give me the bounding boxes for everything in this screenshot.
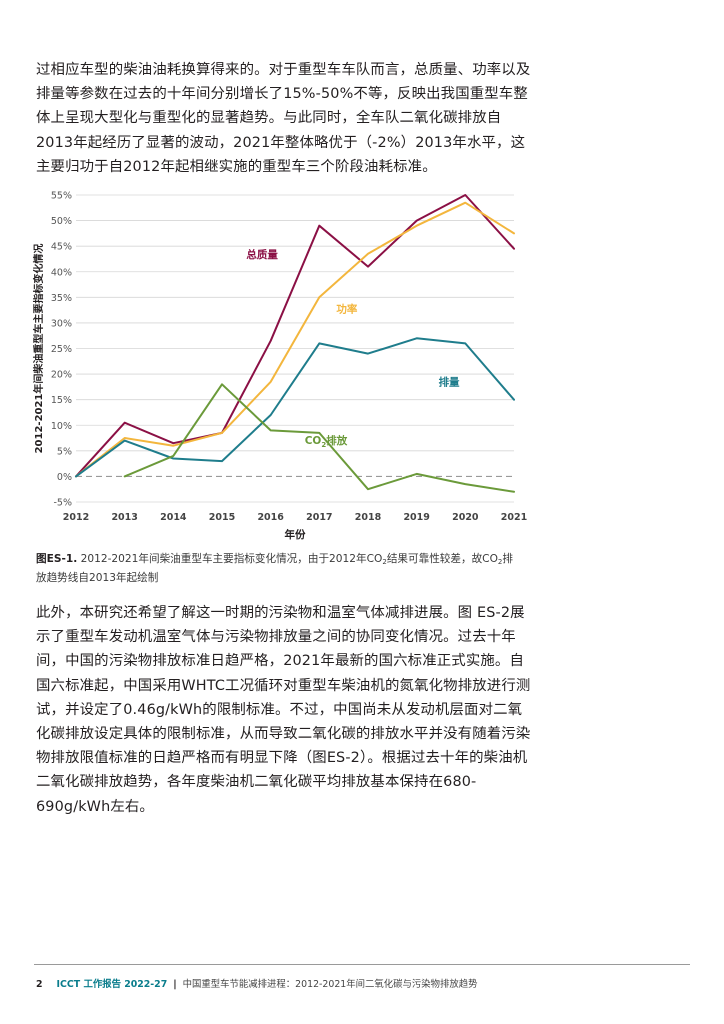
report-title: 中国重型车节能减排进程：2012-2021年间二氧化碳与污染物排放趋势 — [182, 979, 478, 990]
caption-text-1: 2012-2021年间柴油重型车主要指标变化情况，由于2012年CO — [77, 553, 383, 565]
series-line-power — [75, 201, 515, 478]
x-tick-label: 2014 — [160, 512, 187, 523]
x-axis-label: 年份 — [285, 528, 306, 541]
x-tick-label: 2018 — [355, 512, 382, 523]
series-label-gross-mass: 总质量 — [246, 248, 278, 261]
report-series: ICCT 工作报告 2022-27 — [56, 979, 168, 990]
series-line-gross-mass — [75, 194, 515, 478]
page-number: 2 — [36, 979, 43, 990]
series-label-co2: CO2排放 — [305, 434, 348, 449]
footer-separator: | — [173, 979, 177, 990]
footer-divider — [34, 964, 690, 965]
y-tick-label: 55% — [51, 191, 72, 202]
y-tick-label: 30% — [51, 318, 72, 329]
x-tick-label: 2012 — [63, 512, 89, 523]
y-tick-label: 5% — [57, 446, 72, 457]
y-tick-label: 0% — [57, 472, 72, 483]
x-tick-label: 2019 — [403, 512, 429, 523]
figure-label: 图ES-1. — [36, 553, 78, 565]
y-tick-label: 40% — [51, 267, 72, 278]
y-tick-label: 50% — [51, 216, 72, 227]
caption-subscript-1: 2 — [382, 558, 387, 566]
y-tick-label: 20% — [51, 370, 72, 381]
x-tick-label: 2013 — [111, 512, 137, 523]
x-tick-label: 2016 — [257, 512, 284, 523]
series-label-power: 功率 — [336, 303, 357, 316]
x-tick-label: 2021 — [501, 512, 527, 523]
y-tick-label: -5% — [54, 498, 73, 509]
y-tick-label: 35% — [51, 293, 72, 304]
body-paragraph-1: 过相应车型的柴油油耗换算得来的。对于重型车车队而言，总质量、功率以及排量等参数在… — [36, 62, 531, 175]
series-line-co2 — [123, 383, 515, 493]
y-tick-label: 45% — [51, 242, 72, 253]
series-line-displacement — [75, 337, 515, 478]
y-tick-label: 10% — [51, 421, 72, 432]
page-footer: 2 ICCT 工作报告 2022-27 | 中国重型车节能减排进程：2012-2021… — [36, 976, 478, 990]
x-tick-label: 2015 — [209, 512, 235, 523]
caption-subscript-2: 2 — [497, 558, 503, 566]
figure-caption: 图ES-1. 2012-2021年间柴油重型车主要指标变化情况，由于2012年C… — [36, 551, 516, 586]
y-tick-label: 25% — [51, 344, 72, 355]
series-label-displacement: 排量 — [439, 375, 460, 388]
body-paragraph-2: 此外，本研究还希望了解这一时期的污染物和温室气体减排进展。图 ES-2展示了重型… — [36, 605, 531, 815]
caption-text-3: 排放趋势线自2013年起绘制 — [36, 553, 513, 584]
x-tick-label: 2017 — [306, 512, 332, 523]
y-axis-label: 2012-2021年间柴油重型车主要指标变化情况 — [32, 244, 45, 454]
y-tick-label: 15% — [51, 395, 72, 406]
line-chart: -5% 0% 5% 10% 15% 20% 25% 30% 35% 40% 45% 50% 55% 201… — [32, 191, 527, 542]
caption-text-2: 结果可靠性较差，故CO — [386, 553, 498, 565]
x-tick-label: 2020 — [452, 512, 479, 523]
